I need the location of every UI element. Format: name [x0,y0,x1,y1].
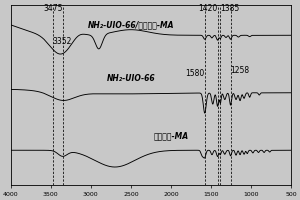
Text: 3475: 3475 [43,4,62,13]
Text: NH₂-UIO-66/偶氮氨腔-MA: NH₂-UIO-66/偶氮氨腔-MA [88,20,174,29]
Text: 1258: 1258 [231,66,250,75]
Text: 1580: 1580 [185,69,205,78]
Text: 3352: 3352 [53,37,72,46]
Text: 1385: 1385 [220,4,240,13]
Text: 偶氮氨腔-MA: 偶氮氨腔-MA [154,132,189,141]
Text: NH₂-UIO-66: NH₂-UIO-66 [106,74,155,83]
Text: 1420: 1420 [198,4,218,13]
